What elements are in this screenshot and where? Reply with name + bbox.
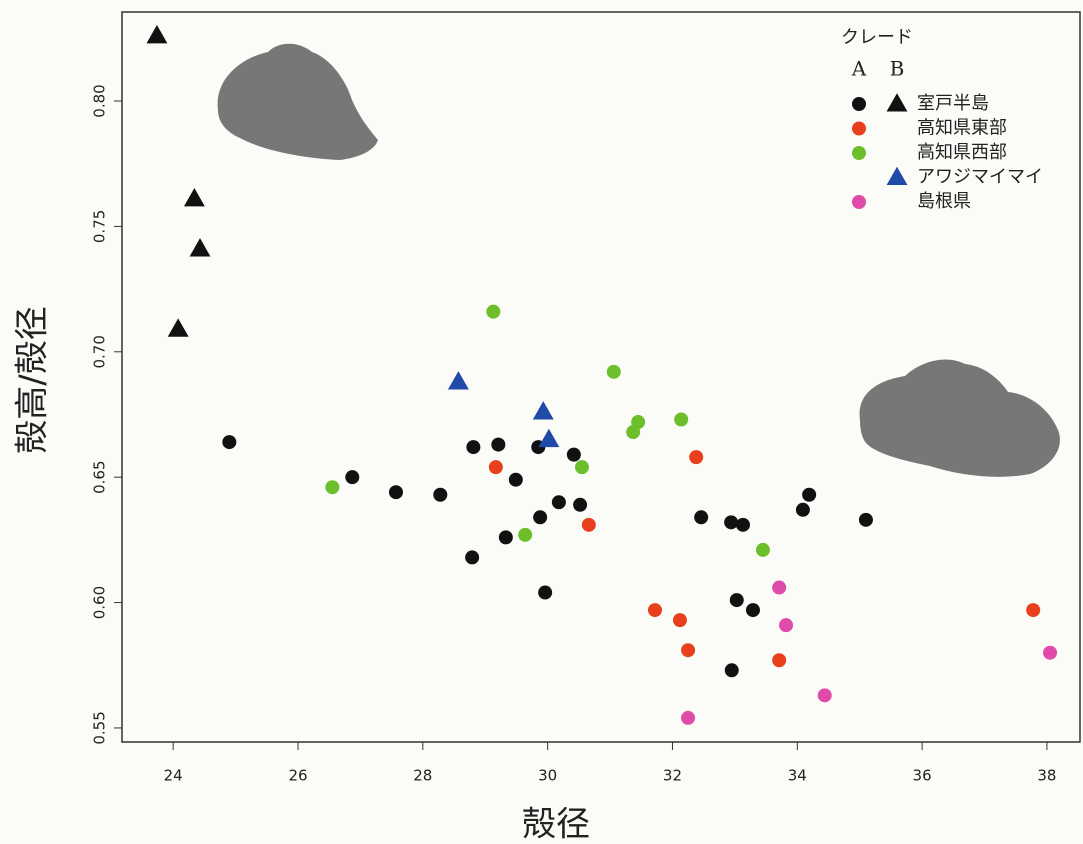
point bbox=[488, 460, 503, 475]
point bbox=[222, 435, 237, 450]
point bbox=[724, 663, 739, 678]
point bbox=[538, 428, 560, 448]
point bbox=[447, 371, 469, 390]
point bbox=[858, 512, 873, 527]
point bbox=[532, 401, 554, 420]
legend-title: クレード bbox=[841, 27, 913, 48]
point bbox=[674, 412, 689, 427]
x-tick-label: 24 bbox=[164, 767, 183, 785]
point bbox=[189, 238, 211, 257]
point bbox=[466, 440, 481, 455]
x-tick-label: 28 bbox=[413, 767, 432, 785]
point bbox=[672, 613, 687, 628]
x-tick-label: 38 bbox=[1037, 767, 1056, 785]
legend-label: 高知県西部 bbox=[917, 142, 1007, 163]
point bbox=[325, 480, 340, 495]
point bbox=[498, 530, 513, 545]
point bbox=[508, 472, 523, 487]
point bbox=[694, 510, 709, 525]
point bbox=[486, 304, 501, 319]
legend-marker bbox=[852, 97, 866, 111]
point bbox=[551, 495, 566, 510]
point bbox=[735, 517, 750, 532]
point bbox=[566, 447, 581, 462]
shell-silhouette bbox=[217, 43, 378, 160]
y-tick-label: 0.55 bbox=[91, 711, 109, 744]
x-tick-label: 32 bbox=[663, 767, 682, 785]
point bbox=[689, 450, 704, 465]
point bbox=[573, 497, 588, 512]
x-tick-label: 30 bbox=[538, 767, 557, 785]
point bbox=[146, 25, 168, 44]
point bbox=[465, 550, 480, 565]
point bbox=[345, 470, 360, 485]
legend-column: B bbox=[890, 57, 905, 81]
point bbox=[1043, 645, 1058, 660]
x-tick-label: 26 bbox=[288, 767, 307, 785]
point bbox=[518, 527, 533, 542]
legend-label: 島根県 bbox=[917, 191, 971, 212]
legend-label: 室戸半島 bbox=[917, 93, 989, 114]
point bbox=[388, 485, 403, 500]
y-tick-label: 0.75 bbox=[91, 210, 109, 243]
point bbox=[647, 603, 662, 618]
point bbox=[724, 515, 739, 530]
point bbox=[183, 188, 205, 207]
point bbox=[606, 364, 621, 379]
y-axis-title: 殻高/殻径 bbox=[13, 306, 53, 453]
legend-marker bbox=[886, 93, 908, 112]
y-tick-label: 0.80 bbox=[91, 84, 109, 117]
point bbox=[533, 510, 548, 525]
y-tick-label: 0.65 bbox=[91, 460, 109, 493]
point bbox=[745, 603, 760, 618]
point bbox=[631, 415, 646, 430]
point bbox=[574, 460, 589, 475]
legend-marker bbox=[852, 121, 866, 136]
legend-label: 高知県東部 bbox=[917, 118, 1007, 139]
y-tick-label: 0.60 bbox=[91, 586, 109, 619]
point bbox=[491, 437, 506, 452]
point bbox=[772, 580, 787, 595]
x-tick-label: 36 bbox=[913, 767, 932, 785]
legend-marker bbox=[852, 195, 866, 209]
x-tick-label: 34 bbox=[788, 767, 807, 785]
point bbox=[817, 688, 832, 703]
legend-column: A bbox=[851, 57, 867, 81]
point bbox=[802, 487, 817, 502]
point bbox=[681, 710, 696, 725]
plot-frame bbox=[121, 11, 1081, 743]
point bbox=[538, 585, 553, 600]
point bbox=[779, 618, 794, 633]
point bbox=[755, 542, 770, 557]
point bbox=[772, 653, 787, 668]
y-tick-label: 0.70 bbox=[91, 335, 109, 368]
x-axis-title: 殻径 bbox=[522, 805, 590, 844]
point bbox=[729, 593, 744, 608]
legend-label: アワジマイマイ bbox=[917, 167, 1043, 188]
legend-marker bbox=[886, 166, 908, 186]
legend-marker bbox=[852, 146, 866, 160]
point bbox=[1026, 603, 1041, 618]
point bbox=[433, 487, 448, 502]
point bbox=[581, 517, 596, 532]
point bbox=[795, 502, 810, 517]
point bbox=[681, 643, 696, 658]
point bbox=[167, 318, 189, 337]
shell-silhouette bbox=[859, 359, 1060, 477]
